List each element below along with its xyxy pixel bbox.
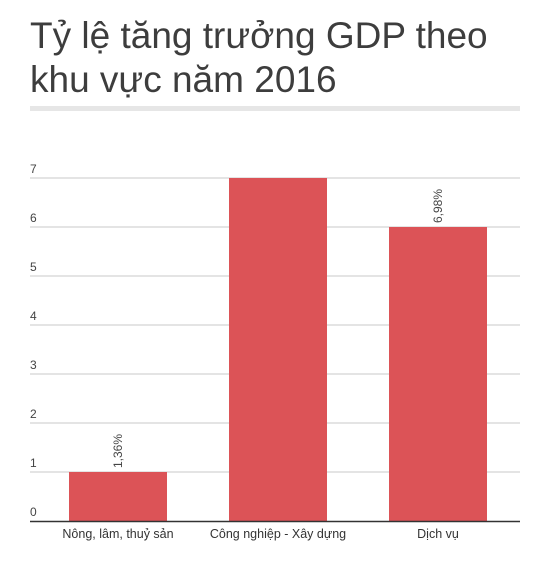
y-tick-label: 7 xyxy=(30,162,37,176)
y-tick-label: 5 xyxy=(30,260,37,274)
data-label: 6,98% xyxy=(431,189,445,223)
bar xyxy=(69,472,167,521)
y-tick-label: 4 xyxy=(30,309,37,323)
bar xyxy=(389,227,487,521)
title-divider xyxy=(30,106,520,111)
y-tick-label: 1 xyxy=(30,456,37,470)
y-tick-label: 6 xyxy=(30,211,37,225)
data-labels: 1,36% 6,98% xyxy=(111,189,445,468)
x-tick-label: Công nghiệp - Xây dựng xyxy=(210,527,346,541)
chart-title: Tỷ lệ tăng trưởng GDP theo khu vực năm 2… xyxy=(30,15,488,100)
data-label: 1,36% xyxy=(111,434,125,468)
x-tick-label: Dịch vụ xyxy=(417,527,459,541)
y-tick-label: 0 xyxy=(30,505,37,519)
y-axis-tick-labels: 0 1 2 3 4 5 6 7 xyxy=(30,162,37,519)
bars xyxy=(69,178,487,521)
bar xyxy=(229,178,327,521)
y-tick-label: 2 xyxy=(30,407,37,421)
x-axis-tick-labels: Nông, lâm, thuỷ sản Công nghiệp - Xây dựn… xyxy=(62,527,458,541)
y-tick-label: 3 xyxy=(30,358,37,372)
x-tick-label: Nông, lâm, thuỷ sản xyxy=(62,527,173,541)
